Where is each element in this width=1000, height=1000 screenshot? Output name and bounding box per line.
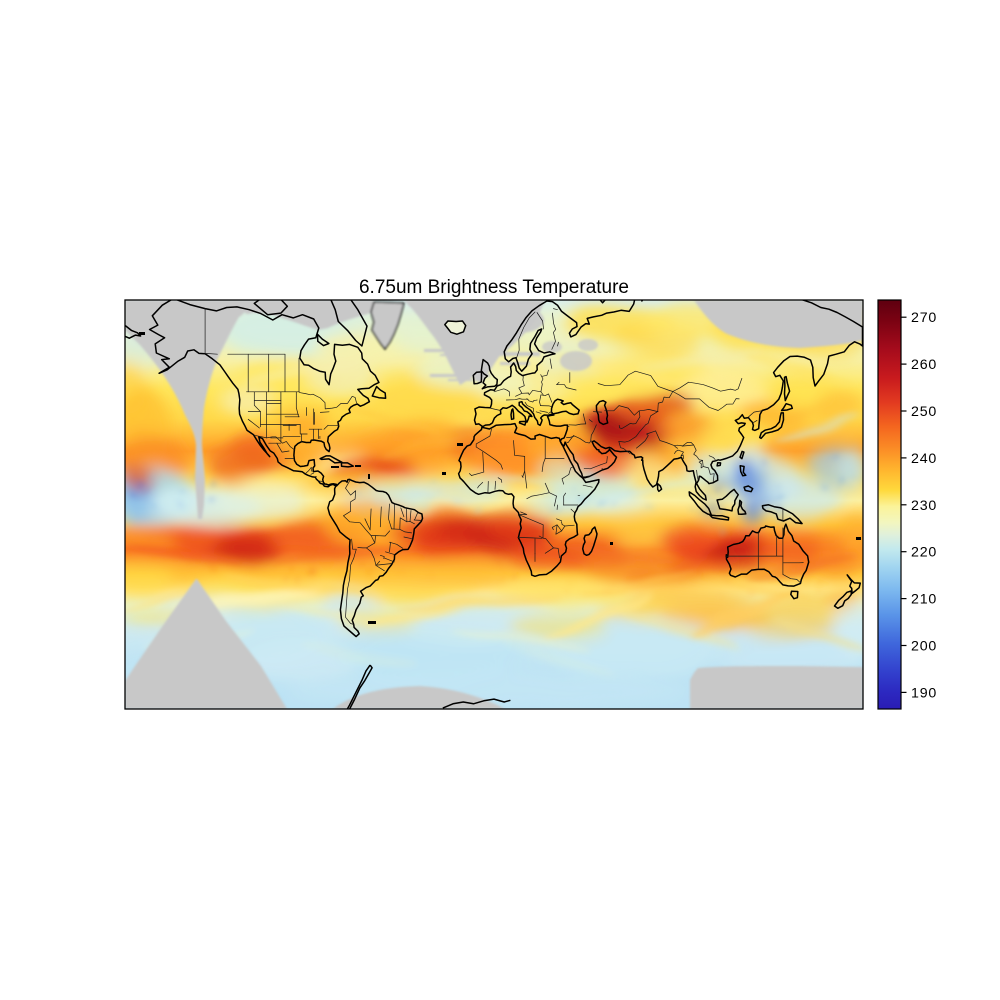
svg-text:270: 270: [911, 310, 937, 326]
svg-text:220: 220: [911, 545, 937, 561]
svg-text:190: 190: [911, 685, 937, 701]
svg-text:200: 200: [911, 639, 937, 655]
svg-text:250: 250: [911, 404, 937, 420]
svg-text:240: 240: [911, 451, 937, 467]
svg-text:260: 260: [911, 357, 937, 373]
svg-text:230: 230: [911, 498, 937, 514]
svg-text:6.75um Brightness Temperature: 6.75um Brightness Temperature: [359, 277, 629, 298]
svg-text:210: 210: [911, 592, 937, 608]
